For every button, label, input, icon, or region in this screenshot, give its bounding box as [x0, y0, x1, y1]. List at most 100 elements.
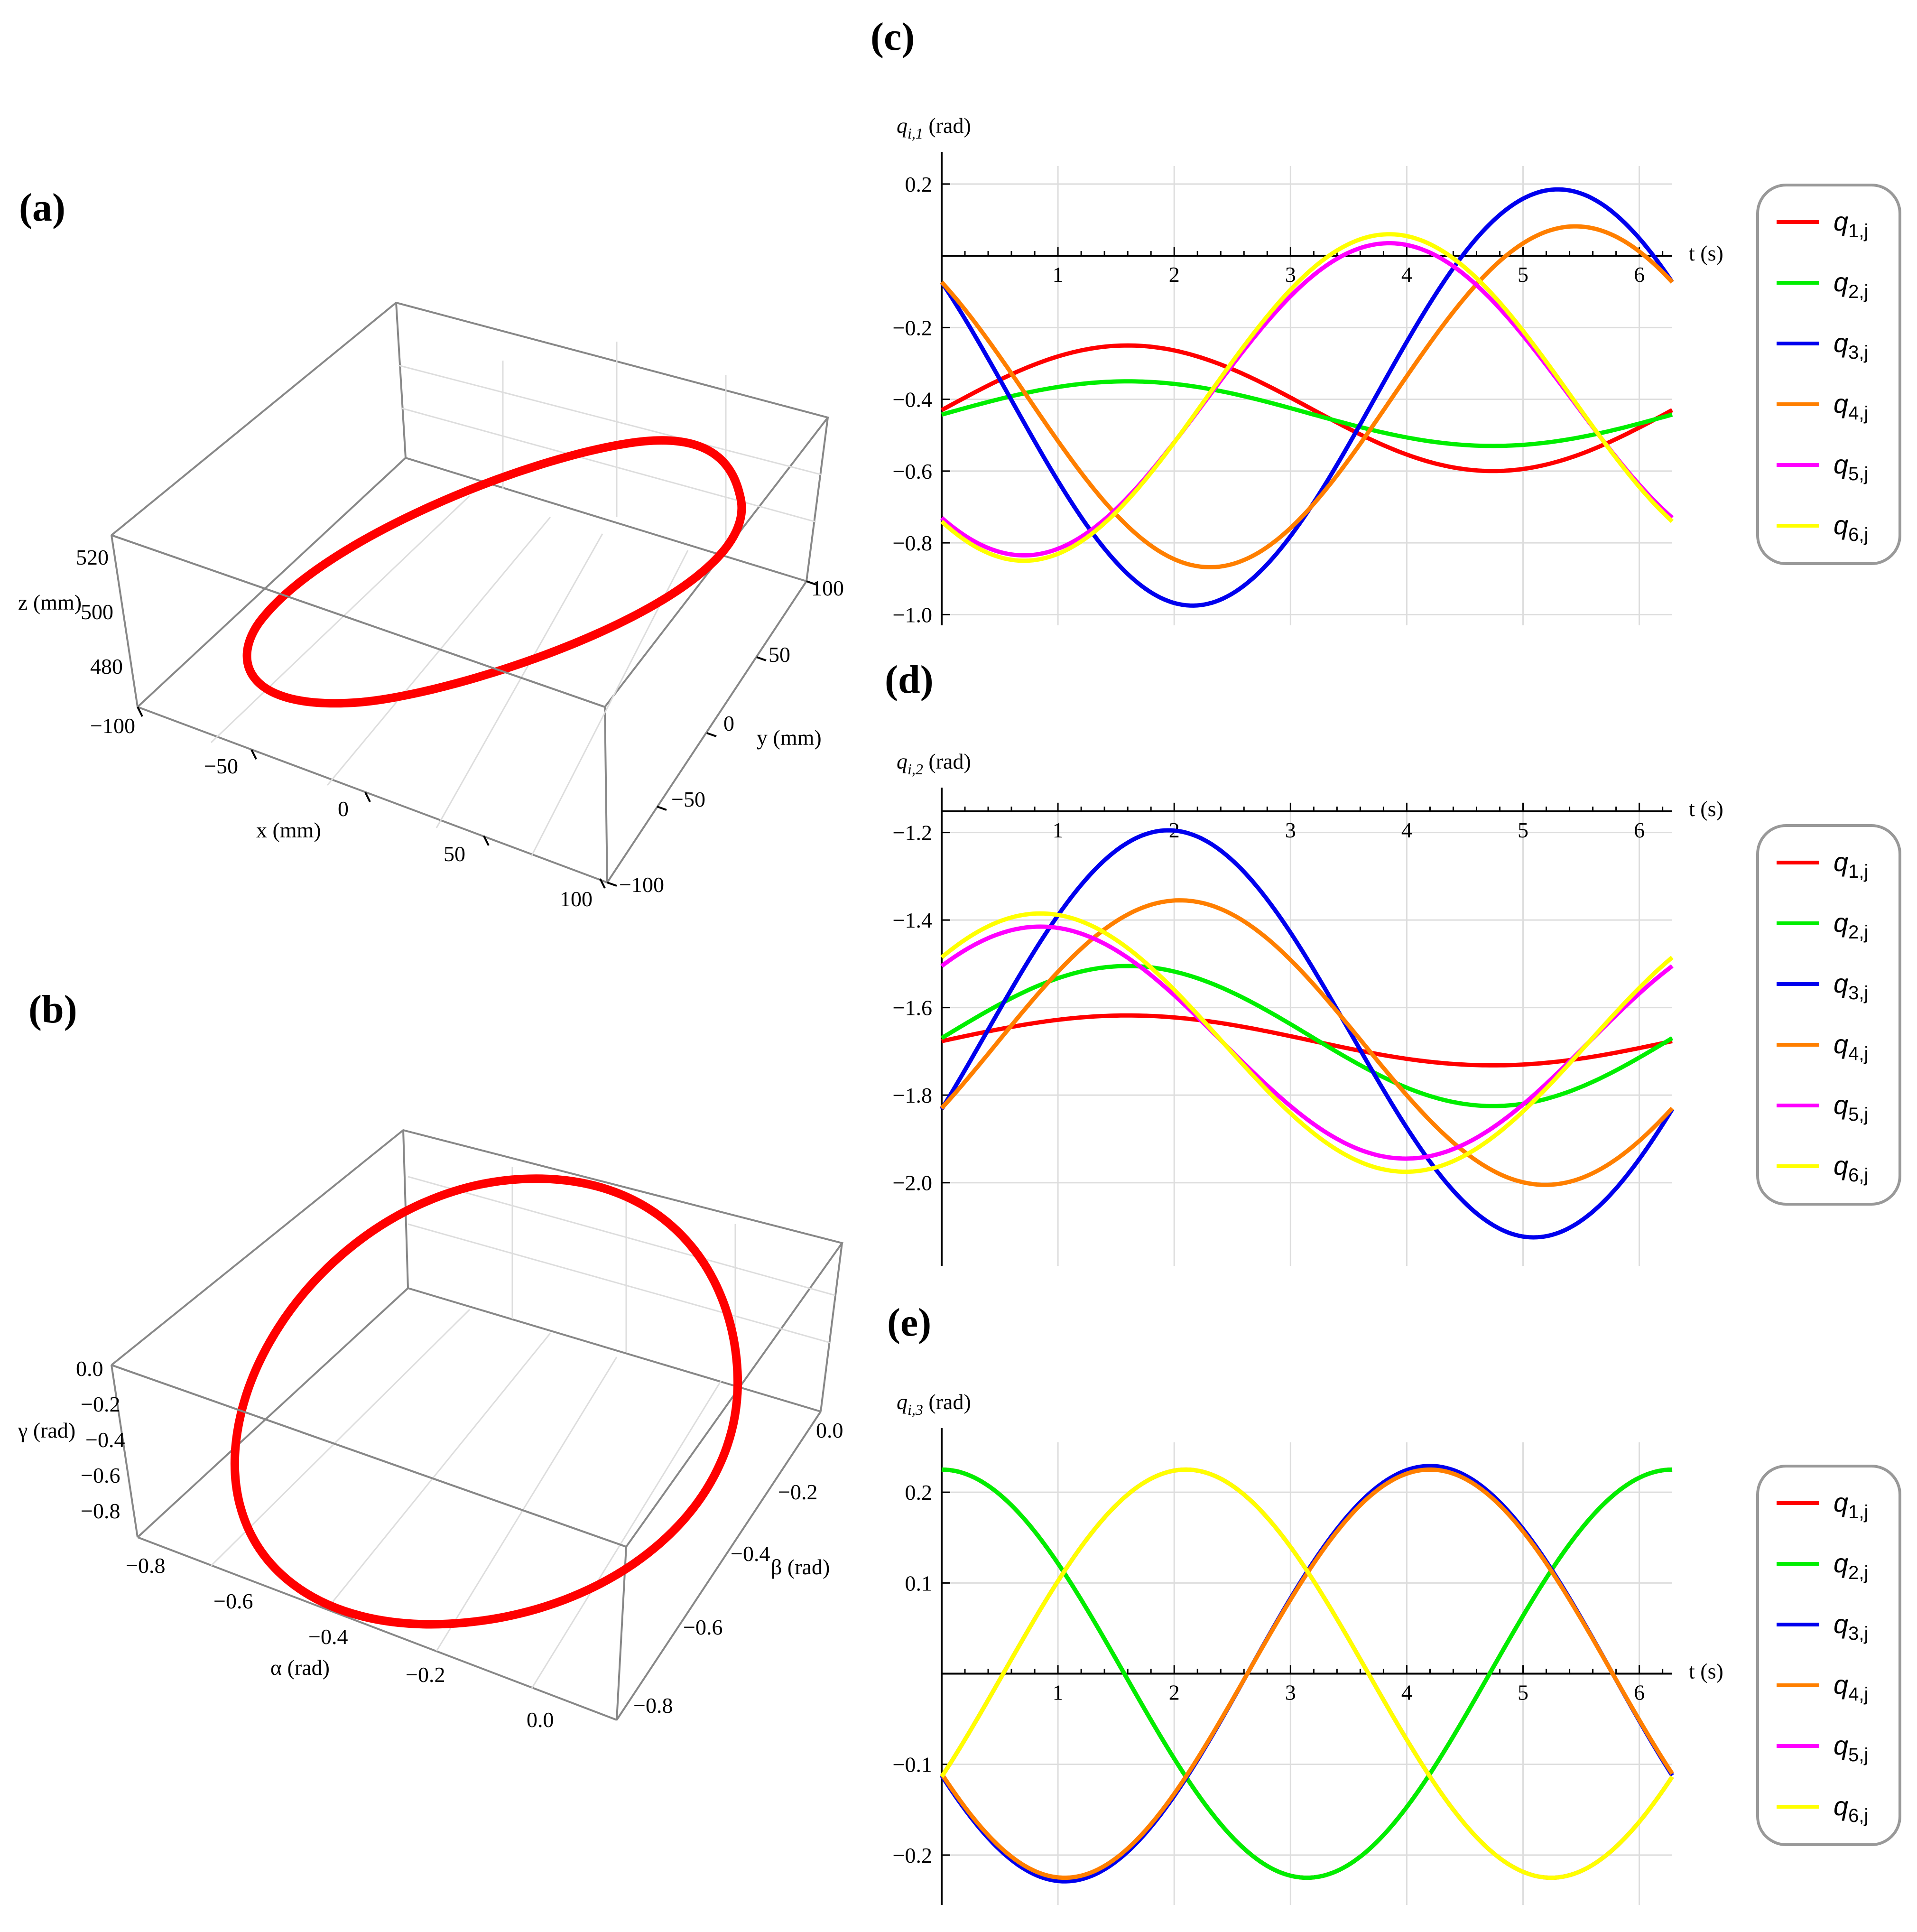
b-y-tick-2: −0.2	[778, 1480, 817, 1504]
legend-label-q4: q4,j	[1834, 389, 1868, 424]
box-a-vert-back	[395, 302, 407, 458]
legend-label-main: q	[1834, 1730, 1848, 1760]
legend-label-sub: 5,j	[1848, 464, 1868, 484]
y-axis-title: qi,1 (rad)	[897, 113, 971, 142]
legend-label-sub: 6,j	[1848, 1165, 1868, 1186]
box-b-vert-left	[111, 1365, 139, 1538]
a-x-tick-5: 100	[560, 887, 593, 911]
y-axis-title-sub: i,3	[908, 1401, 923, 1418]
y-tick-label: −0.8	[893, 531, 932, 555]
y-tick-label: −1.0	[893, 603, 932, 627]
box-a-vert-left	[111, 535, 139, 707]
box-a-vert-right	[806, 417, 829, 582]
chart-c: 1 2 3 4 5 60.2−0.2−0.4−0.6−0.8−1.0qi,1 (rad)t…	[893, 113, 1901, 627]
x-tick-label: 4	[1401, 262, 1412, 287]
a-x-tick-4: 50	[444, 842, 465, 866]
legend-label-main: q	[1834, 1090, 1848, 1120]
legend-label-q2: q2,j	[1834, 267, 1868, 302]
series-line-q6	[940, 1467, 1674, 1880]
series-line-q1	[941, 1013, 1673, 1068]
legend-label-main: q	[1834, 449, 1848, 479]
box-a-bottom-front	[137, 706, 608, 883]
b-z-tick-2: −0.2	[81, 1392, 120, 1416]
y-tick-label: −2.0	[893, 1171, 932, 1195]
legend-label-q5: q5,j	[1834, 1090, 1868, 1125]
box-b-front-edge-over	[111, 1364, 627, 1548]
legend-label-main: q	[1834, 510, 1848, 540]
b-y-tick-3: −0.4	[731, 1542, 770, 1566]
b-x-tick-3: −0.4	[308, 1625, 348, 1649]
chart-d: 1 2 3 4 5 6−1.2−1.4−1.6−1.8−2.0qi,2 (rad)t (s…	[893, 749, 1901, 1266]
series-line-q4	[940, 898, 1674, 1187]
box-a-top	[111, 301, 830, 708]
y-tick-label: −1.2	[893, 821, 932, 845]
a-z-tick-3: 480	[90, 654, 123, 678]
legend-label-sub: 6,j	[1848, 1805, 1868, 1826]
legend-label-main: q	[1834, 267, 1848, 297]
x-tick-label: 3	[1285, 262, 1296, 287]
legend-label-sub: 5,j	[1848, 1745, 1868, 1765]
y-tick-label: 0.1	[905, 1571, 933, 1595]
legend-label-sub: 6,j	[1848, 524, 1868, 545]
legend-label-main: q	[1834, 1151, 1848, 1180]
y-tick-label: −0.2	[893, 316, 932, 340]
x-tick-label: 4	[1401, 818, 1412, 842]
legend-label-q5: q5,j	[1834, 1730, 1868, 1765]
y-axis-title-q: q	[897, 749, 908, 773]
legend-label-q3: q3,j	[1834, 1609, 1868, 1644]
legend-label-main: q	[1834, 328, 1848, 358]
x-tick-label: 6	[1634, 1681, 1645, 1705]
x-axis-title: t (s)	[1689, 1659, 1723, 1683]
x-tick-label: 2	[1169, 262, 1180, 287]
x-tick-label: 4	[1401, 1681, 1412, 1705]
y-axis-title: qi,3 (rad)	[897, 1390, 971, 1418]
series-line-q3	[940, 828, 1674, 1240]
box-b-vert-front	[616, 1546, 627, 1720]
box-b-bottom-right	[616, 1411, 822, 1721]
y-axis-title-q: q	[897, 1390, 908, 1414]
y-axis-title-unit: (rad)	[923, 1390, 971, 1414]
b-z-tick-1: 0.0	[76, 1356, 103, 1381]
a-y-tick-4: −50	[671, 787, 705, 811]
legend-label-q4: q4,j	[1834, 1029, 1868, 1064]
b-y-label: β (rad)	[771, 1555, 830, 1579]
y-tick-label: −0.4	[893, 388, 932, 412]
legend-label-main: q	[1834, 1609, 1848, 1639]
a-x-label: x (mm)	[256, 818, 321, 842]
legend-label-main: q	[1834, 1029, 1848, 1059]
legend-label-q1: q1,j	[1834, 206, 1868, 242]
ticks-a-x	[137, 706, 606, 889]
b-x-label: α (rad)	[270, 1655, 330, 1680]
b-z-tick-5: −0.8	[81, 1499, 120, 1523]
legend-label-q1: q1,j	[1834, 847, 1868, 882]
legend-label-sub: 1,j	[1848, 221, 1868, 242]
legend-label-main: q	[1834, 1487, 1848, 1517]
y-tick-label: −0.2	[893, 1843, 932, 1867]
x-tick-label: 2	[1169, 1681, 1180, 1705]
legend-label-q2: q2,j	[1834, 908, 1868, 943]
x-tick-label: 1	[1053, 1681, 1064, 1705]
a-z-label: z (mm)	[18, 590, 82, 614]
b-y-tick-4: −0.6	[683, 1615, 722, 1639]
b-y-tick-5: −0.8	[633, 1693, 673, 1718]
y-tick-label: −1.8	[893, 1083, 932, 1107]
y-tick-label: −0.1	[893, 1753, 932, 1777]
b-x-tick-2: −0.6	[213, 1589, 253, 1613]
a-z-tick-2: 500	[81, 600, 113, 624]
ticks-a-y	[607, 580, 816, 887]
y-tick-label: −0.6	[893, 459, 932, 483]
a-y-label: y (mm)	[757, 725, 822, 750]
b-z-tick-3: −0.4	[85, 1428, 125, 1452]
panel-label-d: (d)	[885, 658, 934, 702]
y-axis-title-sub: i,1	[908, 125, 923, 142]
box-b-bottom-back-left	[137, 1287, 409, 1538]
series-line-q4	[940, 224, 1674, 569]
grid-a	[210, 342, 821, 857]
x-tick-label: 1	[1053, 818, 1064, 842]
legend-label-main: q	[1834, 968, 1848, 998]
y-tick-label: 0.2	[905, 1480, 933, 1505]
a-y-tick-1: 100	[811, 576, 844, 600]
legend-label-sub: 4,j	[1848, 1684, 1868, 1705]
trajectory-curve-a	[242, 436, 746, 708]
